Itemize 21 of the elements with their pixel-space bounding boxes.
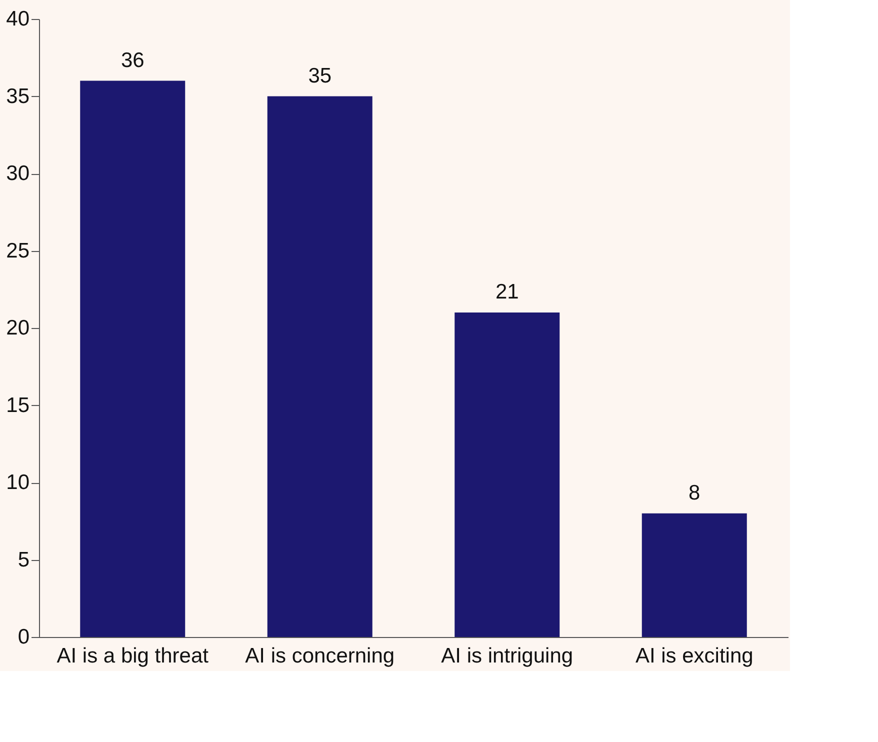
y-tick-label: 35 — [6, 84, 30, 108]
y-tick-label: 25 — [6, 239, 30, 262]
y-tick-label: 5 — [18, 548, 30, 572]
x-tick-label: AI is intriguing — [441, 644, 574, 668]
bar — [642, 513, 747, 637]
data-label: 35 — [308, 64, 332, 88]
bar — [454, 312, 560, 637]
y-tick-label: 15 — [6, 394, 30, 417]
y-tick-label: 10 — [6, 471, 30, 494]
x-tick-label: AI is a big threat — [56, 644, 209, 668]
x-tick-label: AI is exciting — [635, 644, 754, 668]
y-tick-label: 40 — [6, 8, 30, 30]
bar — [80, 80, 186, 637]
y-tick-label: 0 — [18, 626, 30, 648]
data-label: 8 — [688, 481, 700, 504]
x-tick-label: AI is concerning — [245, 644, 395, 668]
data-label: 36 — [120, 48, 144, 72]
y-tick-label: 20 — [6, 316, 30, 340]
y-tick-label: 30 — [6, 162, 30, 185]
data-label: 21 — [495, 280, 519, 304]
bar — [267, 96, 372, 637]
